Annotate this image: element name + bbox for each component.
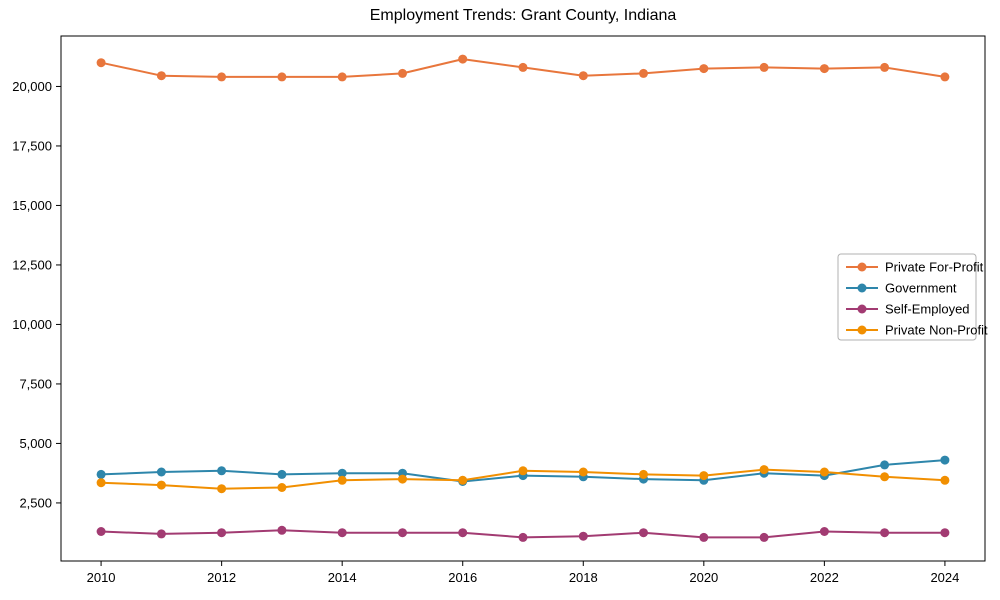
y-tick-label: 12,500 — [12, 257, 52, 272]
data-point — [940, 72, 950, 82]
data-point — [458, 54, 468, 64]
data-point — [337, 475, 347, 485]
data-point — [398, 474, 407, 484]
y-tick-label: 5,000 — [19, 436, 52, 451]
data-point — [277, 469, 287, 479]
data-point — [880, 472, 890, 482]
data-point — [578, 467, 588, 477]
data-point — [518, 532, 528, 542]
legend-label: Private Non-Profit — [885, 323, 988, 338]
data-point — [639, 528, 648, 538]
data-point — [819, 64, 829, 74]
data-point — [337, 468, 347, 478]
plot-frame — [60, 35, 986, 562]
data-point — [217, 484, 227, 494]
legend-marker — [857, 262, 867, 272]
data-point — [759, 465, 769, 475]
data-point — [819, 467, 829, 477]
data-point — [940, 528, 950, 538]
data-point — [940, 455, 950, 465]
data-point — [639, 469, 648, 479]
x-tick-label: 2018 — [569, 570, 598, 585]
y-tick-label: 20,000 — [12, 79, 52, 94]
x-tick-label: 2010 — [87, 570, 116, 585]
data-point — [699, 471, 709, 481]
x-tick-label: 2012 — [207, 570, 236, 585]
data-point — [518, 62, 528, 72]
y-tick-label: 2,500 — [19, 495, 52, 510]
data-point — [759, 62, 769, 72]
data-point — [639, 68, 648, 78]
x-tick-label: 2014 — [328, 570, 357, 585]
legend-marker — [857, 283, 867, 293]
data-point — [96, 469, 106, 479]
data-point — [518, 466, 528, 476]
data-point — [217, 466, 227, 476]
legend-marker — [857, 304, 867, 314]
data-point — [217, 528, 227, 538]
data-point — [277, 72, 287, 82]
data-point — [337, 528, 347, 538]
legend-box — [837, 253, 977, 341]
x-tick-label: 2016 — [448, 570, 477, 585]
data-point — [217, 72, 227, 82]
x-tick-label: 2022 — [810, 570, 839, 585]
data-point — [940, 475, 950, 485]
data-point — [578, 531, 588, 541]
data-point — [156, 467, 166, 477]
data-point — [880, 528, 890, 538]
y-tick-label: 15,000 — [12, 198, 52, 213]
x-tick-label: 2020 — [689, 570, 718, 585]
data-point — [880, 460, 890, 470]
legend-label: Government — [885, 281, 957, 296]
chart-title: Employment Trends: Grant County, Indiana — [369, 7, 677, 24]
legend-label: Private For-Profit — [885, 260, 984, 275]
legend-marker — [857, 325, 867, 335]
y-tick-label: 10,000 — [12, 317, 52, 332]
data-point — [819, 527, 829, 536]
data-point — [277, 525, 287, 535]
data-point — [96, 527, 106, 536]
data-point — [398, 528, 407, 538]
data-point — [96, 478, 106, 488]
data-point — [398, 68, 407, 78]
data-point — [458, 528, 468, 538]
data-point — [699, 532, 709, 542]
data-point — [277, 483, 287, 492]
data-point — [458, 475, 468, 485]
data-point — [880, 62, 890, 72]
legend-label: Self-Employed — [885, 302, 970, 317]
data-point — [96, 58, 106, 68]
x-tick-label: 2024 — [930, 570, 959, 585]
data-point — [699, 64, 709, 74]
data-point — [156, 529, 166, 539]
y-tick-label: 7,500 — [19, 376, 52, 391]
data-point — [156, 480, 166, 490]
data-point — [759, 532, 769, 542]
data-point — [156, 71, 166, 81]
data-point — [578, 71, 588, 81]
y-tick-label: 17,500 — [12, 138, 52, 153]
data-point — [337, 72, 347, 82]
